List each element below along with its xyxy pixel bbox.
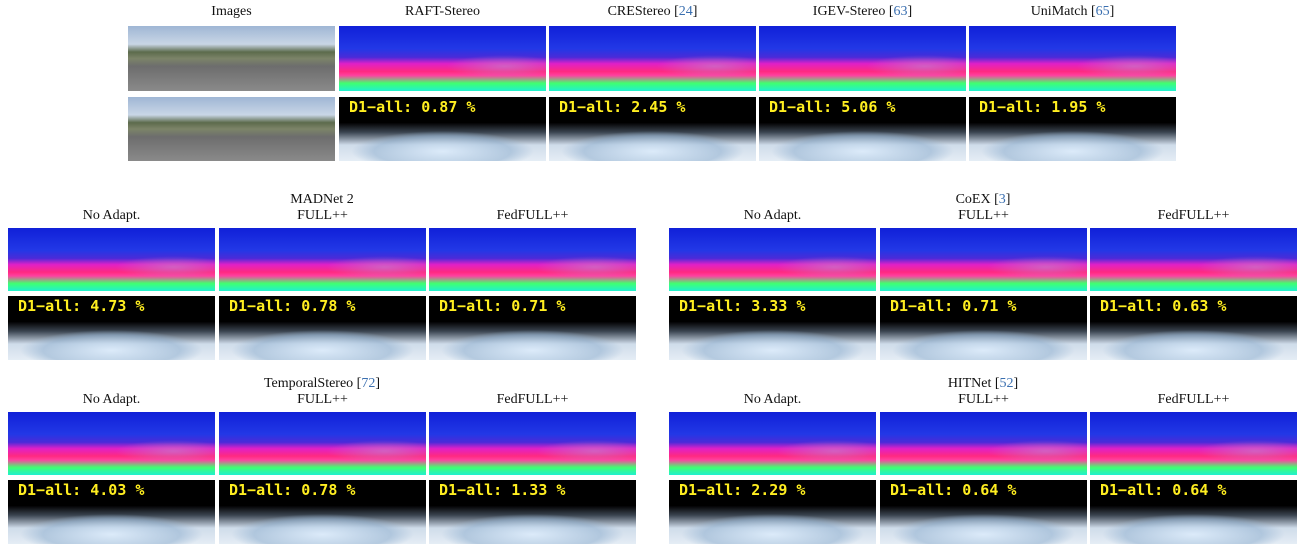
error-label: D1−all: 3.33 %	[679, 297, 805, 315]
column-header: Images	[211, 4, 251, 20]
disparity-map	[669, 412, 876, 475]
column-header: FedFULL++	[1158, 392, 1230, 408]
error-map: D1−all: 2.29 %	[669, 480, 876, 544]
column-header: FULL++	[297, 208, 348, 224]
title-text: Images	[211, 4, 251, 19]
error-label: D1−all: 0.78 %	[229, 297, 355, 315]
disparity-map	[339, 26, 546, 91]
title-text: CREStereo [	[608, 4, 679, 19]
disparity-map	[759, 26, 966, 91]
title-text: MADNet 2	[290, 192, 353, 207]
error-map: D1−all: 5.06 %	[759, 97, 966, 161]
error-label: D1−all: 2.45 %	[559, 98, 685, 116]
column-header: No Adapt.	[83, 392, 141, 408]
citation: 65	[1096, 4, 1110, 19]
error-map: D1−all: 0.64 %	[880, 480, 1087, 544]
column-header: CREStereo [24]	[608, 4, 698, 20]
disparity-map	[8, 412, 215, 475]
error-label: D1−all: 0.64 %	[890, 481, 1016, 499]
disparity-map	[219, 412, 426, 475]
title-text: ]	[375, 376, 380, 391]
column-header: No Adapt.	[83, 208, 141, 224]
title-text: TemporalStereo [	[264, 376, 361, 391]
error-label: D1−all: 2.29 %	[679, 481, 805, 499]
disparity-map	[1090, 228, 1297, 291]
error-label: D1−all: 0.87 %	[349, 98, 475, 116]
disparity-map	[8, 228, 215, 291]
disparity-map	[969, 26, 1176, 91]
column-header: UniMatch [65]	[1031, 4, 1115, 20]
error-map: D1−all: 0.78 %	[219, 480, 426, 544]
title-text: HITNet [	[948, 376, 1000, 391]
error-map: D1−all: 0.71 %	[880, 296, 1087, 360]
disparity-map	[1090, 412, 1297, 475]
group-title: CoEX [3]	[956, 192, 1011, 208]
title-text: IGEV-Stereo [	[813, 4, 894, 19]
error-label: D1−all: 4.03 %	[18, 481, 144, 499]
column-header: FedFULL++	[1158, 208, 1230, 224]
error-map: D1−all: 3.33 %	[669, 296, 876, 360]
disparity-map	[219, 228, 426, 291]
left-image	[128, 26, 335, 91]
group-title: TemporalStereo [72]	[264, 376, 380, 392]
error-map: D1−all: 1.33 %	[429, 480, 636, 544]
error-map: D1−all: 2.45 %	[549, 97, 756, 161]
column-header: IGEV-Stereo [63]	[813, 4, 912, 20]
error-map: D1−all: 4.73 %	[8, 296, 215, 360]
group-title: MADNet 2	[290, 192, 353, 208]
error-map: D1−all: 0.63 %	[1090, 296, 1297, 360]
column-header: No Adapt.	[744, 392, 802, 408]
error-label: D1−all: 0.78 %	[229, 481, 355, 499]
disparity-map	[669, 228, 876, 291]
column-header: RAFT-Stereo	[405, 4, 480, 20]
figure: Images RAFT-Stereo D1−all: 0.87 % CREStereo…	[0, 0, 1309, 556]
error-map: D1−all: 0.64 %	[1090, 480, 1297, 544]
error-label: D1−all: 1.95 %	[979, 98, 1105, 116]
error-label: D1−all: 1.33 %	[439, 481, 565, 499]
title-text: ]	[1110, 4, 1115, 19]
title-text: UniMatch [	[1031, 4, 1096, 19]
column-header: FedFULL++	[497, 208, 569, 224]
column-header: FULL++	[958, 392, 1009, 408]
column-header: FULL++	[297, 392, 348, 408]
title-text: CoEX [	[956, 192, 999, 207]
error-map: D1−all: 0.87 %	[339, 97, 546, 161]
error-map: D1−all: 0.71 %	[429, 296, 636, 360]
disparity-map	[429, 228, 636, 291]
error-label: D1−all: 0.64 %	[1100, 481, 1226, 499]
column-header: FedFULL++	[497, 392, 569, 408]
group-title: HITNet [52]	[948, 376, 1018, 392]
disparity-map	[880, 412, 1087, 475]
error-map: D1−all: 4.03 %	[8, 480, 215, 544]
title-text: ]	[1014, 376, 1019, 391]
citation: 63	[894, 4, 908, 19]
column-header: No Adapt.	[744, 208, 802, 224]
error-label: D1−all: 0.71 %	[890, 297, 1016, 315]
disparity-map	[429, 412, 636, 475]
citation: 24	[679, 4, 693, 19]
disparity-map	[549, 26, 756, 91]
error-map: D1−all: 0.78 %	[219, 296, 426, 360]
title-text: ]	[908, 4, 913, 19]
title-text: RAFT-Stereo	[405, 4, 480, 19]
error-label: D1−all: 0.63 %	[1100, 297, 1226, 315]
citation: 52	[1000, 376, 1014, 391]
right-image	[128, 97, 335, 161]
error-label: D1−all: 4.73 %	[18, 297, 144, 315]
title-text: ]	[1006, 192, 1011, 207]
citation: 72	[361, 376, 375, 391]
column-header: FULL++	[958, 208, 1009, 224]
error-map: D1−all: 1.95 %	[969, 97, 1176, 161]
error-label: D1−all: 0.71 %	[439, 297, 565, 315]
error-label: D1−all: 5.06 %	[769, 98, 895, 116]
title-text: ]	[693, 4, 698, 19]
disparity-map	[880, 228, 1087, 291]
